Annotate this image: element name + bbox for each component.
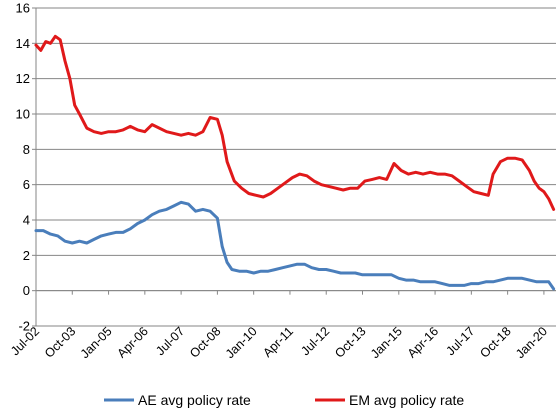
y-tick-label: 2 [23,248,30,263]
x-tick-label: Jan-15 [368,324,405,361]
series-line-em [34,34,556,211]
y-tick-label: 10 [16,107,30,122]
x-tick-label: Apr-11 [260,324,296,360]
x-tick-label: Jan-05 [78,324,115,361]
x-tick-label: Apr-06 [115,324,151,360]
y-tick-label: 0 [23,283,30,298]
y-tick-label: 12 [16,71,30,86]
legend: AE avg policy rate EM avg policy rate [104,392,464,408]
y-tick-label: 16 [16,1,30,16]
y-tick-label: 14 [16,36,30,51]
legend-label: AE avg policy rate [138,392,251,408]
x-tick-label: Oct-13 [332,324,368,360]
series-lines [34,34,556,291]
y-tick-label: -2 [18,319,30,334]
y-tick-label: 6 [23,177,30,192]
x-tick-label: Jul-07 [153,324,187,358]
gridlines [36,7,556,327]
x-tick-label: Apr-16 [405,324,441,360]
series-line-ae [34,200,556,291]
x-tick-label: Oct-08 [187,324,223,360]
y-tick-label: 4 [23,213,30,228]
legend-label: EM avg policy rate [349,392,464,408]
x-tick-label: Jul-12 [298,324,332,358]
y-tick-label: 8 [23,142,30,157]
x-tick-label: Oct-03 [42,324,78,360]
x-tick-label: Jan-20 [513,324,550,361]
x-tick-label: Oct-18 [477,324,513,360]
y-axis-ticks: -2 0 2 4 6 8 10 12 14 16 [16,1,36,334]
x-tick-label: Jan-10 [223,324,260,361]
x-tick-label: Jul-17 [443,324,477,358]
